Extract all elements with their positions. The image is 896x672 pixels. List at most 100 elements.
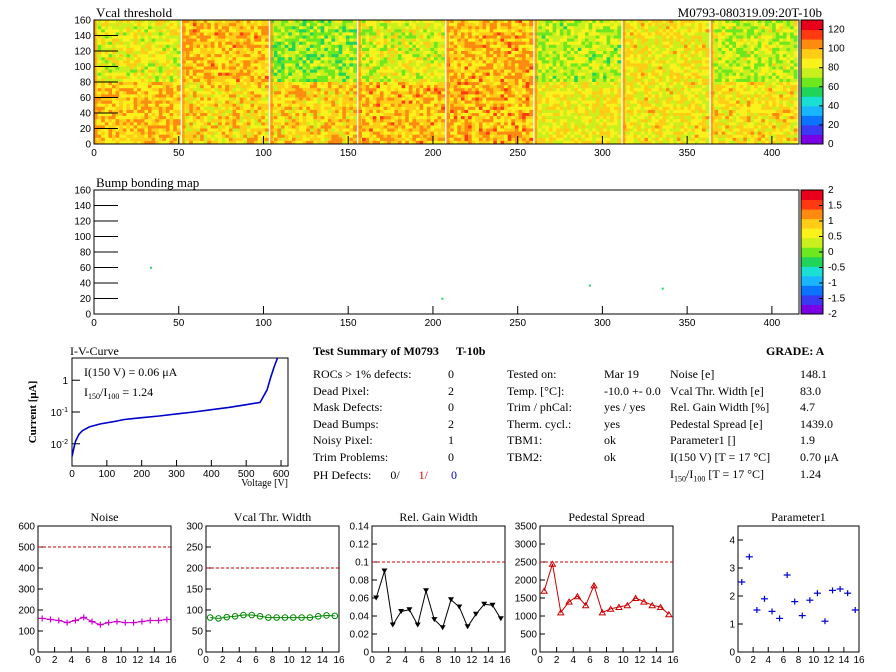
pedestal-spread-title: Pedestal Spread — [568, 510, 644, 524]
ratio-i2: /I — [686, 467, 694, 481]
bump-z-label-7: 1.5 — [828, 201, 842, 212]
pedestal-spread-point-15 — [664, 610, 673, 618]
noise-point-14 — [155, 617, 163, 624]
iv-title: I-V-Curve — [70, 344, 119, 358]
bump-axes-xtick-label-2: 100 — [255, 318, 272, 329]
summary-right-value-1: 83.0 — [800, 383, 821, 398]
vcal-width-point-11 — [298, 614, 305, 621]
bump-axes-ytick-label-5: 100 — [74, 232, 91, 243]
bump-z-label-6: 1 — [828, 216, 834, 227]
bump-colorbar-band-5 — [801, 256, 823, 267]
summary-left-value-0: 0 — [448, 367, 454, 381]
parameter1-xtick-label-0: 0 — [735, 655, 741, 666]
vcal-width-point-12 — [306, 614, 314, 621]
vcal-width-ytick-label-1: 50 — [192, 627, 204, 638]
noise-point-1 — [46, 616, 54, 623]
pedestal-spread-point-8 — [606, 605, 615, 612]
summary-left-value-3: 2 — [448, 416, 454, 431]
vcal-width-point-10 — [289, 614, 297, 621]
gain-width-point-11 — [464, 624, 471, 630]
gain-width-xtick-label-4: 8 — [436, 655, 442, 666]
pedestal-spread-xtick-label-0: 0 — [537, 655, 543, 666]
vcal-width-point-15 — [331, 612, 339, 620]
summary-mid-label-1: Temp. [°C]: — [507, 383, 565, 398]
vcal-width-ytick-label-4: 200 — [186, 564, 203, 575]
summary-mid-label-3: Therm. cycl.: — [507, 416, 572, 431]
summary-right-label-4: Parameter1 [] — [670, 433, 736, 447]
noise-ytick-label-4: 400 — [18, 564, 35, 575]
gain-width-point-9 — [447, 597, 454, 603]
pedestal-spread-point-9 — [615, 603, 623, 610]
gain-width-point-14 — [489, 602, 496, 608]
gain-width-ytick-label-4: 0.08 — [350, 576, 370, 587]
vcal-width-ytick-label-6: 300 — [186, 522, 203, 533]
noise-xtick-label-7: 14 — [149, 655, 161, 666]
pedestal-spread-xtick-label-3: 6 — [587, 655, 593, 666]
summary-right-value-5: 0.70 μA — [800, 449, 840, 464]
pedestal-spread-point-4 — [573, 592, 582, 600]
bump-axes-xtick-label-7: 350 — [679, 318, 696, 329]
noise-point-10 — [121, 619, 129, 626]
noise-point-11 — [130, 619, 138, 626]
vcal-width-point-7 — [265, 614, 272, 621]
parameter1-point-12 — [829, 587, 837, 594]
pedestal-spread-xtick-label-2: 4 — [570, 655, 576, 666]
summary-mid-value-2: yes / yes — [604, 400, 646, 414]
bump-axes-xtick-label-1: 50 — [173, 318, 185, 329]
gain-width-ytick-label-3: 0.06 — [350, 594, 370, 605]
vcal-colorbar-band-3 — [801, 105, 823, 116]
bump-point-0 — [149, 266, 152, 269]
parameter1-point-2 — [753, 607, 761, 613]
bump-colorbar-band-1 — [801, 294, 823, 305]
vcal-width-point-13 — [314, 613, 322, 620]
bump-axes-ytick-label-4: 80 — [80, 248, 92, 259]
noise-xtick-label-0: 0 — [35, 655, 41, 666]
vcal-axes-ytick-label-4: 80 — [80, 78, 92, 89]
noise-point-12 — [138, 618, 146, 625]
bump-colorbar-band-11 — [801, 199, 823, 210]
vcal-axes-xtick-label-5: 250 — [509, 148, 526, 159]
gain-width-point-4 — [406, 607, 413, 613]
pedestal-spread-point-11 — [631, 594, 640, 601]
pedestal-spread-point-14 — [656, 603, 665, 610]
summary-right-label-5: I(150 V) [T = 17 °C] — [670, 449, 771, 464]
vcal-width-xtick-label-3: 6 — [253, 655, 259, 666]
bump-colorbar-band-3 — [801, 275, 823, 286]
vcal-axes-xtick-label-1: 50 — [173, 148, 185, 159]
pedestal-spread-ytick-label-6: 3000 — [515, 540, 538, 551]
summary-mid-label-4: TBM1: — [507, 433, 543, 447]
parameter1-ytick-label-3: 3 — [729, 564, 735, 575]
bump-axes-xtick-label-8: 400 — [764, 318, 781, 329]
vcal-width-point-1 — [215, 615, 222, 622]
bump-colorbar-band-6 — [801, 247, 823, 258]
summary-mode: T-10b — [455, 344, 486, 358]
ph-defects-value-2: 0 — [451, 468, 458, 482]
gain-width-point-8 — [439, 625, 446, 631]
bump-z-label-5: 0.5 — [828, 232, 842, 243]
summary-left-labels: ROCs > 1% defects: Dead Pixel: Mask Defect… — [313, 366, 411, 465]
gain-width-point-6 — [423, 588, 430, 594]
bump-axes-xtick-label-0: 0 — [91, 318, 97, 329]
vcal-axes-xtick-label-4: 200 — [425, 148, 442, 159]
ph-defects-value-0: 0/ — [390, 468, 400, 482]
iv-xtick-label-4: 400 — [203, 469, 220, 480]
vcal-colorbar-band-7 — [801, 67, 823, 78]
summary-title: Test Summary of M0793 T-10b — [313, 343, 485, 360]
summary-right-value-4: 1.9 — [800, 433, 815, 447]
parameter1-ytick-label-0: 0 — [729, 648, 735, 659]
vcal-colorbar-band-11 — [801, 29, 823, 40]
summary-title-text: Test Summary of M0793 — [313, 344, 439, 358]
parameter1-xtick-label-7: 14 — [838, 655, 850, 666]
vcal-axes-xtick-label-2: 100 — [255, 148, 272, 159]
vcal-colorbar-band-0 — [801, 134, 823, 145]
vcal-width-xtick-label-0: 0 — [203, 655, 209, 666]
parameter1-point-4 — [768, 608, 776, 615]
bump-axes-ytick-label-0: 0 — [85, 310, 91, 321]
parameter1-xtick-label-8: 16 — [853, 655, 865, 666]
noise-ytick-label-3: 300 — [18, 585, 35, 596]
pedestal-spread-point-1 — [548, 560, 557, 567]
vcal-axes-xtick-label-3: 150 — [340, 148, 357, 159]
pedestal-spread-ytick-label-1: 500 — [520, 630, 537, 641]
summary-mid-value-5: ok — [604, 449, 616, 464]
ratio-value: 1.24 — [800, 467, 821, 481]
